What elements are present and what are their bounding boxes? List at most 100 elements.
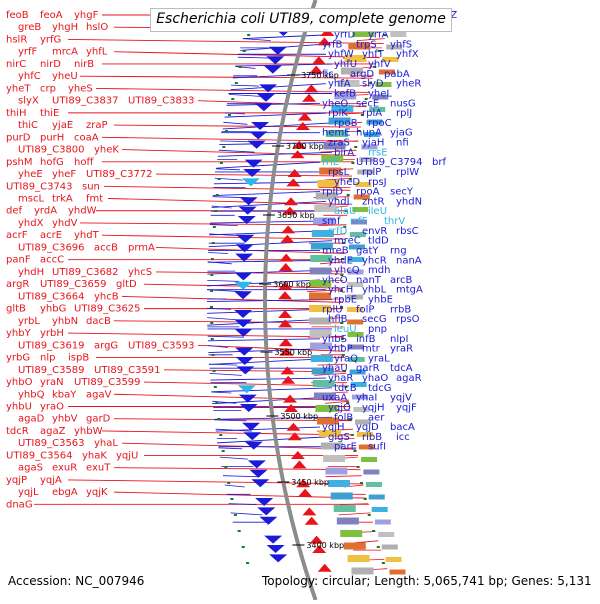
gene-label[interactable]: rplU xyxy=(322,304,343,315)
gene-label[interactable]: zntR xyxy=(362,196,385,207)
gene-label[interactable]: yhdH xyxy=(18,267,44,278)
gene-label[interactable]: thiE xyxy=(40,108,59,119)
gene-label[interactable]: yrfA xyxy=(368,30,389,41)
gene-label[interactable]: yqjD xyxy=(356,422,379,433)
gene-label[interactable]: yhdN xyxy=(396,196,422,207)
gene-label[interactable]: nlp xyxy=(40,353,55,364)
gene-label[interactable]: mscL xyxy=(18,194,44,205)
gene-label[interactable]: gltD xyxy=(116,279,137,290)
gene-label[interactable]: yqjH xyxy=(362,402,385,413)
gene-label[interactable]: yheU xyxy=(52,71,78,82)
gene-label[interactable]: glgS xyxy=(328,432,350,443)
gene-label[interactable]: yqjK xyxy=(86,487,108,498)
gene-label[interactable]: yrdA xyxy=(34,206,57,217)
gene-label[interactable]: fic xyxy=(322,69,334,80)
gene-label[interactable]: sun xyxy=(82,181,100,192)
gene-label[interactable]: brf xyxy=(432,157,446,168)
gene-label[interactable]: feoB xyxy=(6,10,29,21)
gene-label[interactable]: yhfU xyxy=(334,59,357,70)
gene-label[interactable]: yhbU xyxy=(6,401,32,412)
gene-label[interactable]: hslR xyxy=(6,34,27,45)
gene-label[interactable]: thiC xyxy=(18,120,38,131)
gene-label[interactable]: yqjH xyxy=(322,422,345,433)
gene-label[interactable]: rpsL xyxy=(328,167,350,178)
gene-label[interactable]: yhbO xyxy=(6,377,33,388)
gene-label[interactable]: yhbE xyxy=(368,295,393,306)
gene-label[interactable]: smf xyxy=(322,216,341,227)
gene-label[interactable]: tdcB xyxy=(334,383,357,394)
gene-label[interactable]: garR xyxy=(356,363,380,374)
gene-label[interactable]: argG xyxy=(94,340,118,351)
gene-label[interactable]: feoA xyxy=(40,10,63,21)
gene-label[interactable]: yqjA xyxy=(40,475,62,486)
gene-label[interactable]: coaA xyxy=(74,132,99,143)
gene-label[interactable]: hofG xyxy=(40,157,64,168)
gene-label[interactable]: tdcA xyxy=(390,363,413,374)
gene-label[interactable]: yhaR xyxy=(328,373,353,384)
gene-label[interactable]: yjaG xyxy=(390,128,413,139)
gene-label[interactable]: nirB xyxy=(74,59,94,70)
gene-label[interactable]: UTI89_C3619 xyxy=(18,340,85,351)
gene-label[interactable]: agaZ xyxy=(40,426,66,437)
gene-label[interactable]: hemE xyxy=(322,128,351,139)
gene-label[interactable]: yheF xyxy=(52,169,76,180)
gene-label[interactable]: yraL xyxy=(368,353,390,364)
gene-label[interactable]: UTI89_C3659 xyxy=(40,279,107,290)
gene-label[interactable]: rpsJ xyxy=(368,177,387,188)
gene-label[interactable]: yraR xyxy=(390,344,413,355)
gene-label[interactable]: mreB xyxy=(322,245,349,256)
gene-label[interactable]: secY xyxy=(390,187,414,198)
gene-label[interactable]: UTI89_C3625 xyxy=(74,304,141,315)
gene-label[interactable]: crp xyxy=(40,83,56,94)
gene-label[interactable]: yrbL xyxy=(18,316,40,327)
gene-label[interactable]: secE xyxy=(356,98,379,109)
gene-label[interactable]: yhfX xyxy=(396,49,419,60)
gene-label[interactable]: agaR xyxy=(396,373,422,384)
gene-label[interactable]: UTI89_C3772 xyxy=(86,169,153,180)
gene-label[interactable]: zraP xyxy=(86,120,108,131)
gene-label[interactable]: yhgH xyxy=(52,22,78,33)
gene-label[interactable]: yqjL xyxy=(18,487,39,498)
gene-label[interactable]: thrV xyxy=(384,216,405,227)
gene-label[interactable]: yrfD xyxy=(334,30,356,41)
gene-label[interactable]: yhbL xyxy=(362,285,387,296)
gene-label[interactable]: ispB xyxy=(68,353,89,364)
gene-label[interactable]: yhdX xyxy=(18,218,44,229)
gene-label[interactable]: yhfC xyxy=(18,71,41,82)
gene-label[interactable]: hoff xyxy=(74,157,94,168)
gene-label[interactable]: yhaI xyxy=(356,393,377,404)
gene-label[interactable]: UTI89_C3563 xyxy=(18,438,85,449)
gene-label[interactable]: ileU xyxy=(368,206,387,217)
gene-label[interactable]: tdcR xyxy=(6,426,29,437)
gene-label[interactable]: pnp xyxy=(368,324,387,335)
gene-label[interactable]: prmA xyxy=(128,242,155,253)
gene-label[interactable]: nirD xyxy=(40,59,61,70)
gene-label[interactable]: agaS xyxy=(18,463,43,474)
gene-label[interactable]: slyX xyxy=(18,96,39,107)
gene-label[interactable]: yqjO xyxy=(328,402,351,413)
gene-label[interactable]: hflB xyxy=(328,314,348,325)
gene-label[interactable]: rpoB xyxy=(334,118,358,129)
gene-label[interactable]: UTI89_C3682 xyxy=(52,267,119,278)
gene-label[interactable]: UTI89_C3599 xyxy=(74,377,141,388)
gene-label[interactable]: pabA xyxy=(384,69,410,80)
gene-label[interactable]: yhbV xyxy=(52,414,78,425)
gene-label[interactable]: ribB xyxy=(362,432,382,443)
gene-label[interactable]: hupA xyxy=(356,128,382,139)
gene-label[interactable]: rrsE xyxy=(368,147,388,158)
gene-label[interactable]: mreC xyxy=(334,236,361,247)
gene-label[interactable]: tdcG xyxy=(368,383,392,394)
gene-label[interactable]: rplJ xyxy=(396,108,412,119)
gene-label[interactable]: yheK xyxy=(94,145,119,156)
gene-label[interactable]: dnaG xyxy=(6,499,33,510)
gene-label[interactable]: uxaA xyxy=(322,393,347,404)
gene-label[interactable]: agaV xyxy=(86,389,112,400)
gene-label[interactable]: panF xyxy=(6,255,31,266)
gene-label[interactable]: alaU xyxy=(334,206,356,217)
gene-label[interactable]: yraO xyxy=(40,401,64,412)
gene-label[interactable]: envR xyxy=(362,226,387,237)
gene-label[interactable]: nanT xyxy=(356,275,382,286)
gene-label[interactable]: kefB xyxy=(334,88,356,99)
gene-label[interactable]: yhdW xyxy=(68,206,97,217)
